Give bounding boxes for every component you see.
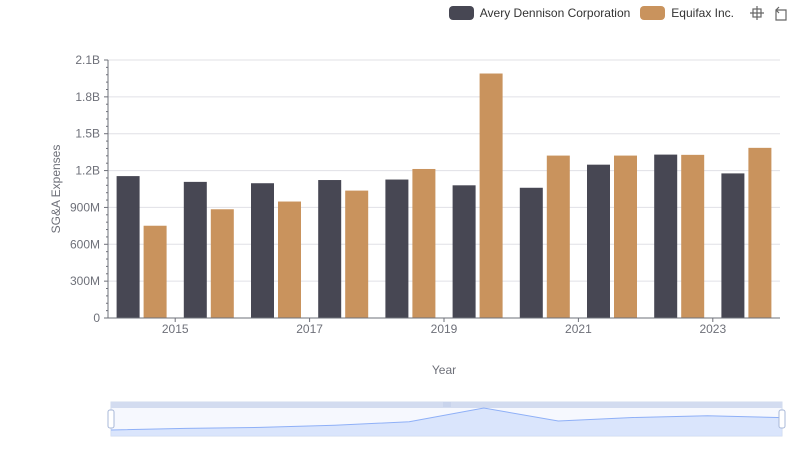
bar-equifax — [479, 73, 503, 318]
x-tick-label: 2019 — [431, 322, 458, 336]
y-tick-label: 900M — [70, 200, 100, 214]
bar-avery — [116, 176, 140, 318]
x-tick-label: 2015 — [162, 322, 189, 336]
bar-equifax — [345, 190, 369, 318]
y-tick-label: 600M — [70, 237, 100, 251]
bar-avery — [654, 154, 678, 318]
zoom-handle-right[interactable] — [778, 409, 786, 429]
toolbox — [748, 4, 790, 22]
bar-equifax — [278, 201, 301, 318]
x-axis-title: Year — [432, 363, 456, 377]
bar-avery — [183, 181, 207, 318]
y-tick-label: 300M — [70, 274, 100, 288]
y-axis: 0 300M 600M 900M 1.2B 1.5B 1.8B 2.1B — [70, 53, 109, 325]
zoom-handle-grip — [778, 409, 786, 429]
bar-equifax — [748, 147, 772, 318]
zoom-handle-left[interactable] — [107, 409, 115, 429]
y-tick-label: 1.8B — [75, 90, 100, 104]
y-tick-label: 1.2B — [75, 164, 100, 178]
x-tick-label: 2023 — [699, 322, 726, 336]
zoom-center-grip-mark — [443, 402, 451, 407]
bar-avery — [721, 173, 745, 318]
zoom-icon[interactable] — [748, 4, 766, 22]
bar-avery — [251, 183, 274, 318]
bar-avery — [519, 187, 543, 318]
x-tick-label: 2021 — [565, 322, 592, 336]
bar-equifax — [210, 209, 234, 318]
bar-equifax — [614, 155, 637, 318]
data-zoom-slider[interactable] — [107, 401, 786, 437]
zoom-area — [111, 408, 782, 436]
bar-equifax — [412, 168, 436, 318]
zoom-reset-icon[interactable] — [772, 4, 790, 22]
zoom-center-grip[interactable] — [443, 402, 451, 407]
legend-item-equifax[interactable]: Equifax Inc. — [640, 6, 734, 20]
y-axis-title: SG&A Expenses — [49, 145, 63, 234]
bar-equifax — [546, 155, 570, 318]
legend-swatch-equifax — [640, 6, 666, 20]
legend: Avery Dennison Corporation Equifax Inc. — [448, 4, 790, 22]
bar-avery — [587, 164, 610, 318]
x-axis: 2015 2017 2019 2021 2023 — [108, 317, 780, 336]
x-tick-label: 2017 — [296, 322, 323, 336]
bar-avery — [318, 180, 342, 318]
bar-avery — [385, 179, 409, 318]
zoom-line — [110, 407, 783, 431]
bars — [116, 73, 772, 318]
y-tick-label: 1.5B — [75, 127, 100, 141]
y-tick-label: 2.1B — [75, 53, 100, 67]
bar-avery — [452, 185, 476, 318]
legend-label-avery: Avery Dennison Corporation — [479, 6, 631, 20]
legend-swatch-avery — [448, 6, 474, 20]
bar-equifax — [681, 154, 705, 318]
y-tick-label: 0 — [93, 311, 100, 325]
legend-item-avery[interactable]: Avery Dennison Corporation — [448, 6, 631, 20]
zoom-handle-grip — [107, 409, 115, 429]
grid-lines — [108, 59, 780, 282]
bar-equifax — [143, 225, 167, 318]
legend-label-equifax: Equifax Inc. — [671, 6, 734, 20]
